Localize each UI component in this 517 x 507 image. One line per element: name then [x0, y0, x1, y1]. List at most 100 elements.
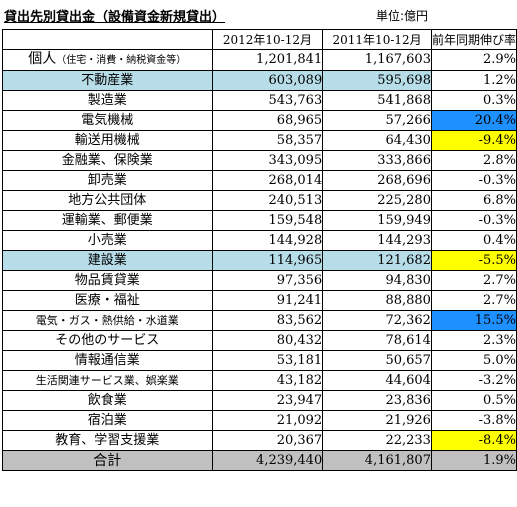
header-2011: 2011年10-12月	[322, 29, 432, 50]
value-2012: 343,095	[211, 150, 324, 171]
value-2011: 144,293	[322, 230, 432, 251]
row-name-sub: （住宅・消費・納税資金等）	[56, 55, 187, 66]
table-row: 教育、学習支援業 20,367 22,233 -8.4%	[2, 430, 517, 451]
value-2012: 21,092	[211, 410, 324, 431]
value-2012: 114,965	[211, 250, 324, 271]
row-name: 宿泊業	[2, 410, 213, 431]
value-2012: 159,548	[211, 210, 324, 231]
value-2011: 88,880	[322, 290, 432, 311]
row-name: 教育、学習支援業	[2, 430, 213, 451]
value-2011: 94,830	[322, 270, 432, 291]
value-2011: 159,949	[322, 210, 432, 231]
growth-rate: 2.7%	[430, 270, 517, 291]
growth-rate: 2.3%	[430, 330, 517, 351]
table-row: 地方公共団体 240,513 225,280 6.8%	[2, 190, 517, 211]
table-row: 生活関連サービス業、娯楽業 43,182 44,604 -3.2%	[2, 370, 517, 391]
table-row: 電気・ガス・熱供給・水道業 83,562 72,362 15.5%	[2, 310, 517, 331]
row-name: その他のサービス	[2, 330, 213, 351]
loan-table: 2012年10-12月 2011年10-12月 前年同期伸び率 個人（住宅・消費…	[2, 29, 517, 471]
value-2012: 91,241	[211, 290, 324, 311]
table-row: 医療・福祉 91,241 88,880 2.7%	[2, 290, 517, 311]
row-name: 飲食業	[2, 390, 213, 411]
value-2011: 44,604	[322, 370, 432, 391]
value-2011: 72,362	[322, 310, 432, 331]
table-title: 貸出先別貸出金（設備資金新規貸出）	[4, 10, 226, 25]
table-row: 小売業 144,928 144,293 0.4%	[2, 230, 517, 251]
value-2012: 20,367	[211, 430, 324, 451]
header-row: 2012年10-12月 2011年10-12月 前年同期伸び率	[2, 29, 517, 50]
row-name: 電気・ガス・熱供給・水道業	[2, 310, 213, 331]
total-row: 合計 4,239,440 4,161,807 1.9%	[2, 450, 517, 471]
growth-rate: 0.4%	[430, 230, 517, 251]
row-name: 製造業	[2, 90, 213, 111]
table-row: 建設業 114,965 121,682 -5.5%	[2, 250, 517, 271]
row-name: 金融業、保険業	[2, 150, 213, 171]
value-2012: 53,181	[211, 350, 324, 371]
value-2012: 268,014	[211, 170, 324, 191]
growth-rate: 15.5%	[430, 310, 517, 331]
value-2011: 333,866	[322, 150, 432, 171]
row-name: 電気機械	[2, 110, 213, 131]
value-2011: 50,657	[322, 350, 432, 371]
row-name: 情報通信業	[2, 350, 213, 371]
row-name: 不動産業	[2, 70, 213, 91]
table-row: その他のサービス 80,432 78,614 2.3%	[2, 330, 517, 351]
value-2012: 43,182	[211, 370, 324, 391]
value-2011: 1,167,603	[322, 49, 432, 71]
row-name: 建設業	[2, 250, 213, 271]
value-2012: 58,357	[211, 130, 324, 151]
growth-rate: 1.2%	[430, 70, 517, 91]
growth-rate: -0.3%	[430, 210, 517, 231]
growth-rate: -8.4%	[430, 430, 517, 451]
header-2012: 2012年10-12月	[211, 29, 324, 50]
header-growth: 前年同期伸び率	[430, 29, 517, 50]
growth-rate: -0.3%	[430, 170, 517, 191]
table-row: 物品賃貸業 97,356 94,830 2.7%	[2, 270, 517, 291]
value-2012: 23,947	[211, 390, 324, 411]
value-2011: 21,926	[322, 410, 432, 431]
growth-rate: -9.4%	[430, 130, 517, 151]
row-name-main: 個人	[28, 51, 57, 67]
value-2011: 268,696	[322, 170, 432, 191]
value-2011: 64,430	[322, 130, 432, 151]
value-2011: 22,233	[322, 430, 432, 451]
total-label: 合計	[2, 450, 213, 471]
table-row: 不動産業 603,089 595,698 1.2%	[2, 70, 517, 91]
table-row: 製造業 543,763 541,868 0.3%	[2, 90, 517, 111]
row-name: 個人（住宅・消費・納税資金等）	[2, 49, 213, 71]
total-2011: 4,161,807	[322, 450, 432, 471]
header-blank	[2, 29, 213, 50]
unit-label: 単位:億円	[376, 9, 429, 23]
value-2012: 240,513	[211, 190, 324, 211]
value-2011: 57,266	[322, 110, 432, 131]
table-row: 飲食業 23,947 23,836 0.5%	[2, 390, 517, 411]
growth-rate: 0.5%	[430, 390, 517, 411]
growth-rate: 0.3%	[430, 90, 517, 111]
table-row: 宿泊業 21,092 21,926 -3.8%	[2, 410, 517, 431]
growth-rate: 5.0%	[430, 350, 517, 371]
total-growth: 1.9%	[430, 450, 517, 471]
growth-rate: 2.7%	[430, 290, 517, 311]
value-2012: 97,356	[211, 270, 324, 291]
growth-rate: -3.8%	[430, 410, 517, 431]
growth-rate: -5.5%	[430, 250, 517, 271]
value-2011: 225,280	[322, 190, 432, 211]
value-2012: 603,089	[211, 70, 324, 91]
value-2012: 68,965	[211, 110, 324, 131]
value-2012: 543,763	[211, 90, 324, 111]
value-2012: 80,432	[211, 330, 324, 351]
row-name: 運輸業、郵便業	[2, 210, 213, 231]
value-2011: 595,698	[322, 70, 432, 91]
table-row: 輸送用機械 58,357 64,430 -9.4%	[2, 130, 517, 151]
value-2011: 23,836	[322, 390, 432, 411]
value-2012: 144,928	[211, 230, 324, 251]
table-row: 卸売業 268,014 268,696 -0.3%	[2, 170, 517, 191]
growth-rate: 2.8%	[430, 150, 517, 171]
total-2012: 4,239,440	[211, 450, 324, 471]
value-2011: 78,614	[322, 330, 432, 351]
row-name: 卸売業	[2, 170, 213, 191]
value-2011: 121,682	[322, 250, 432, 271]
table-row: 運輸業、郵便業 159,548 159,949 -0.3%	[2, 210, 517, 231]
row-name: 地方公共団体	[2, 190, 213, 211]
table-row: 金融業、保険業 343,095 333,866 2.8%	[2, 150, 517, 171]
